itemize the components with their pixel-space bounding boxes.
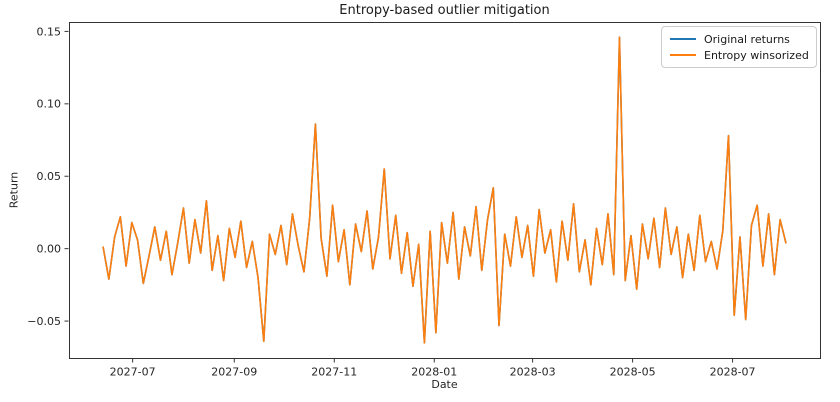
x-tick-label: 2028-03 (510, 365, 556, 378)
plot-border (69, 22, 821, 359)
y-tick-label: 0.05 (37, 170, 62, 183)
x-tick-label: 2027-09 (211, 365, 257, 378)
x-tick-label: 2028-07 (710, 365, 756, 378)
x-tick-label: 2028-05 (610, 365, 656, 378)
legend: Original returns Entropy winsorized (661, 26, 817, 68)
x-axis-label: Date (431, 378, 458, 391)
series-line-original-returns (102, 36, 787, 344)
series-line-entropy-winsorized (102, 36, 787, 344)
legend-label-original-returns: Original returns (704, 32, 790, 46)
legend-line-swatch-original-returns (670, 38, 696, 40)
legend-item-original-returns: Original returns (670, 31, 808, 47)
x-tick-label: 2028-01 (411, 365, 457, 378)
chart-title: Entropy-based outlier mitigation (339, 3, 550, 18)
y-tick-label: −0.05 (27, 315, 61, 328)
y-axis-label: Return (7, 171, 21, 209)
legend-item-entropy-winsorized: Entropy winsorized (670, 47, 809, 63)
x-tick-label: 2027-07 (110, 365, 156, 378)
y-tick-label: 0.00 (37, 243, 62, 256)
legend-line-swatch-entropy-winsorized (670, 54, 696, 56)
y-tick-label: 0.15 (37, 25, 62, 38)
legend-label-entropy-winsorized: Entropy winsorized (704, 48, 809, 62)
y-tick-label: 0.10 (37, 98, 62, 111)
x-tick-label: 2027-11 (311, 365, 357, 378)
